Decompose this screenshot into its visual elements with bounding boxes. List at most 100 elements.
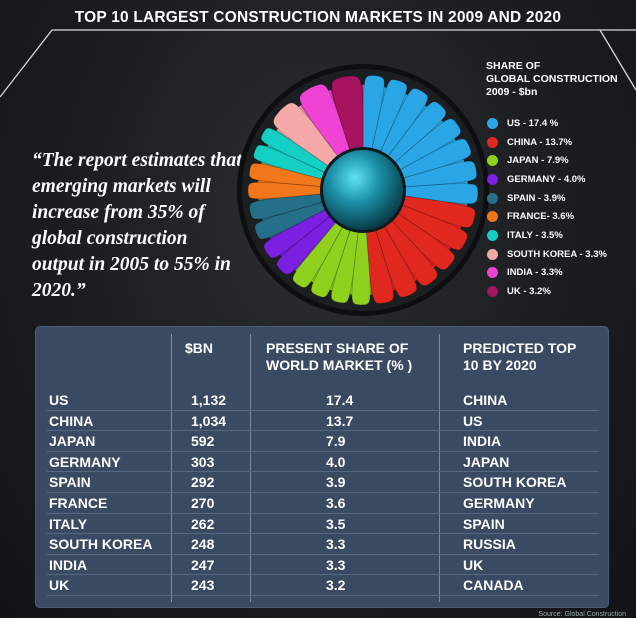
table-row: SOUTH KOREA 248 3.3 RUSSIA (35, 534, 609, 555)
cell-bn: 292 (191, 474, 215, 491)
cell-bn: 243 (191, 577, 215, 594)
cell-share: 4.0 (326, 453, 346, 470)
row-divider (47, 574, 599, 576)
cell-country: SOUTH KOREA (49, 536, 153, 553)
cell-share: 3.3 (326, 536, 346, 553)
cell-country: ITALY (49, 515, 88, 532)
legend-swatch (487, 155, 498, 167)
cell-country: FRANCE (49, 495, 108, 511)
legend-label: ITALY - 3.5% (507, 229, 563, 241)
cell-share: 3.5 (326, 515, 346, 532)
cell-country: UK (49, 577, 70, 594)
table-row: CHINA 1,034 13.7 US (35, 411, 609, 432)
legend-label: US - 17.4 % (507, 117, 559, 129)
cell-bn: 303 (191, 453, 215, 470)
cell-country: GERMANY (49, 453, 121, 470)
row-divider (47, 553, 599, 555)
cell-predicted: CANADA (463, 577, 524, 594)
legend-item: CHINA - 13.7% (487, 133, 636, 152)
legend-item: US - 17.4 % (487, 114, 636, 133)
legend-label: INDIA - 3.3% (507, 267, 563, 279)
table-row: JAPAN 592 7.9 INDIA (35, 431, 609, 452)
cell-share: 3.3 (326, 556, 346, 573)
cell-share: 17.4 (326, 392, 354, 408)
cell-bn: 248 (191, 536, 215, 553)
cell-predicted: SOUTH KOREA (463, 474, 567, 491)
page-title: TOP 10 LARGEST CONSTRUCTION MARKETS IN 2… (74, 9, 562, 26)
legend-label: SPAIN - 3.9% (507, 192, 566, 204)
column-divider (250, 334, 251, 602)
header-bn: $BN (185, 340, 214, 356)
cell-bn: 270 (191, 495, 215, 511)
row-divider (47, 471, 599, 473)
cell-predicted: CHINA (463, 392, 508, 408)
cell-predicted: INDIA (463, 433, 502, 450)
legend-item: UK - 3.2% (487, 282, 636, 301)
legend-swatch (487, 267, 498, 279)
table-row: US 1,132 17.4 CHINA (35, 390, 609, 411)
legend-label: FRANCE- 3.6% (507, 211, 575, 223)
row-divider (47, 594, 599, 596)
legend-title-line-2: GLOBAL CONSTRUCTION (486, 73, 618, 85)
table-row: UK 243 3.2 CANADA (35, 575, 609, 596)
cell-country: US (49, 392, 69, 408)
legend-swatch (487, 136, 498, 148)
legend-item: GERMANY - 4.0% (487, 170, 636, 189)
legend-label: GERMANY - 4.0% (507, 173, 586, 185)
chart-hub (323, 150, 403, 230)
column-divider (439, 334, 440, 602)
row-divider (47, 450, 599, 452)
legend-item: FRANCE- 3.6% (487, 207, 636, 226)
header-predicted: PREDICTED TOP 10 BY 2020 (463, 340, 577, 373)
column-divider (171, 334, 172, 602)
legend-title-line-1: SHARE OF (486, 60, 541, 72)
table-row: SPAIN 292 3.9 SOUTH KOREA (35, 472, 609, 493)
legend-title: SHARE OF GLOBAL CONSTRUCTION 2009 - $bn (486, 60, 636, 99)
legend-label: UK - 3.2% (507, 286, 551, 298)
row-divider (47, 533, 599, 535)
cell-bn: 262 (191, 515, 215, 532)
legend-item: ITALY - 3.5% (487, 226, 636, 245)
legend-label: SOUTH KOREA - 3.3% (507, 248, 607, 260)
cell-predicted: UK (463, 556, 484, 573)
cell-share: 7.9 (326, 433, 346, 450)
cell-share: 3.9 (326, 474, 346, 491)
cell-predicted: RUSSIA (463, 536, 516, 553)
pie-chart (237, 64, 489, 316)
legend-item: SPAIN - 3.9% (487, 189, 636, 208)
row-divider (47, 512, 599, 514)
cell-share: 3.6 (326, 495, 346, 511)
legend-item: INDIA - 3.3% (487, 264, 636, 283)
cell-country: JAPAN (49, 433, 96, 450)
cell-bn: 592 (191, 433, 215, 450)
legend-swatch (487, 211, 498, 223)
cell-share: 3.2 (326, 577, 346, 594)
cell-bn: 1,034 (191, 412, 227, 429)
row-divider (47, 409, 599, 411)
decorative-lines (0, 29, 636, 98)
legend-swatch (487, 229, 498, 241)
cell-bn: 1,132 (191, 392, 227, 408)
cell-country: INDIA (49, 556, 88, 573)
cell-predicted: GERMANY (463, 495, 535, 511)
legend-swatch (487, 192, 498, 204)
cell-share: 13.7 (326, 412, 354, 429)
cell-country: SPAIN (49, 474, 91, 491)
legend-swatch (487, 286, 498, 298)
legend-swatch (487, 117, 498, 129)
table-row: INDIA 247 3.3 UK (35, 555, 609, 576)
row-divider (47, 430, 599, 432)
legend-item: JAPAN - 7.9% (487, 151, 636, 170)
legend-item: SOUTH KOREA - 3.3% (487, 245, 636, 264)
cell-predicted: JAPAN (463, 453, 510, 470)
cell-predicted: SPAIN (463, 515, 505, 532)
header-share: PRESENT SHARE OF WORLD MARKET (% ) (266, 340, 413, 373)
legend-label: CHINA - 13.7% (507, 136, 573, 148)
cell-bn: 247 (191, 556, 215, 573)
cell-country: CHINA (49, 412, 94, 429)
cell-predicted: US (463, 412, 483, 429)
legend-title-line-3: 2009 - $bn (486, 86, 538, 98)
source-note: Source: Global Construction (538, 611, 626, 618)
legend-swatch (487, 173, 498, 185)
legend-label: JAPAN - 7.9% (507, 155, 569, 167)
